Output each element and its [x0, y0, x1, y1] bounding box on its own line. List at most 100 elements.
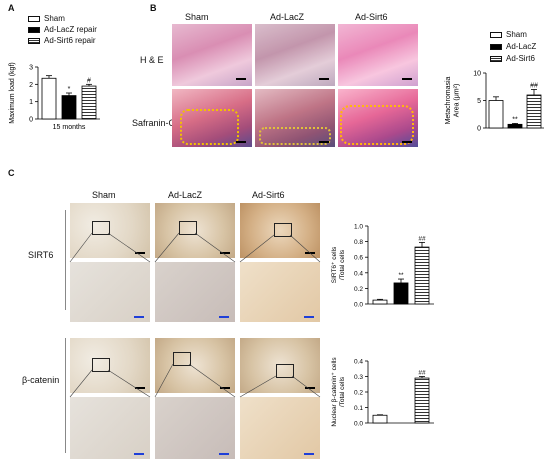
- chart-a: 0 1 2 3 Maximum load (kgf) * #15 months: [9, 62, 100, 131]
- y-axis-label: /Total cells: [339, 376, 346, 407]
- row-label-bcatenin: β-catenin: [22, 375, 60, 385]
- zoom-box: [92, 358, 110, 372]
- col-label-sirt6-c: Ad-Sirt6: [252, 190, 285, 200]
- row-label-he: H & E: [140, 55, 164, 65]
- scale-bar: [135, 387, 145, 389]
- scale-bar: [236, 78, 246, 80]
- y-tick-label: 0.2: [354, 390, 363, 397]
- y-tick-label: 0.8: [354, 239, 363, 246]
- legend-label: Sham: [506, 30, 527, 39]
- panel-letter-a: A: [8, 3, 15, 13]
- y-tick-label: 0.4: [354, 270, 363, 277]
- scale-bar: [319, 141, 329, 143]
- legend-swatch: [28, 15, 40, 22]
- scale-bar: [219, 453, 229, 455]
- zoom-box: [173, 352, 191, 366]
- legend-sham-a: Sham: [28, 14, 65, 23]
- col-label-lacz-b: Ad-LacZ: [270, 12, 305, 22]
- y-tick-label: 5: [477, 98, 481, 105]
- y-tick-label: 0.6: [354, 255, 363, 262]
- legend-sirt6-a: Ad-Sirt6 repair: [28, 36, 96, 45]
- scale-bar: [134, 453, 144, 455]
- significance-mark: ##: [418, 370, 426, 377]
- scale-bar: [319, 78, 329, 80]
- legend-label: Ad-LacZ repair: [44, 25, 97, 34]
- metachromasia-outline: [180, 109, 239, 145]
- scale-bar: [220, 252, 230, 254]
- micrograph-bcat-sirt6-high: [240, 397, 320, 459]
- chart-c-bcatenin: 0.0 0.1 0.2 0.3 0.4 Nuclear β-catenin⁺ cells /…: [331, 357, 434, 428]
- scale-bar: [304, 316, 314, 318]
- bar-ad-sirt6: [414, 377, 430, 424]
- y-tick-label: 10: [473, 71, 481, 78]
- legend-sham-b: Sham: [490, 30, 527, 39]
- micrograph-he-sham: [172, 24, 252, 86]
- micrograph-safranin-sirt6: [338, 89, 418, 147]
- micrograph-bcat-sirt6-low: [240, 338, 320, 393]
- zoom-box: [179, 221, 197, 235]
- y-tick-label: 1: [29, 99, 33, 106]
- col-label-sham-b: Sham: [185, 12, 209, 22]
- micrograph-safranin-lacz: [255, 89, 335, 147]
- bar-sham: [372, 299, 388, 305]
- significance-mark: **: [512, 116, 518, 123]
- y-tick-label: 0.3: [354, 374, 363, 381]
- zoom-box: [92, 221, 110, 235]
- legend-label: Ad-Sirt6 repair: [44, 36, 96, 45]
- y-tick-label: 0.0: [354, 421, 363, 428]
- legend-lacz-a: Ad-LacZ repair: [28, 25, 97, 34]
- bar-ad-lacz: [393, 282, 409, 305]
- micrograph-he-sirt6: [338, 24, 418, 86]
- scale-bar: [305, 387, 315, 389]
- metachromasia-outline: [340, 105, 414, 145]
- scale-bar: [304, 453, 314, 455]
- chart-b: 0 5 10 Metachromasia Area (μm²) ** ##: [445, 71, 544, 133]
- significance-mark: ##: [418, 235, 426, 242]
- y-axis-label: Metachromasia: [445, 76, 452, 124]
- row-label-sirt6: SIRT6: [28, 250, 54, 260]
- scale-bar: [134, 316, 144, 318]
- row-label-safranin: Safranin-O: [132, 118, 176, 128]
- scale-bar: [220, 387, 230, 389]
- micrograph-bcat-sham-high: [70, 397, 150, 459]
- micrograph-bcat-lacz-high: [155, 397, 235, 459]
- bar-sham: [372, 414, 388, 424]
- significance-mark: ##: [530, 83, 538, 90]
- y-axis-label: Maximum load (kgf): [9, 62, 16, 123]
- significance-mark: #: [87, 77, 91, 84]
- scale-bar: [219, 316, 229, 318]
- row-bracket: [65, 338, 66, 453]
- panel-letter-c: C: [8, 168, 15, 178]
- legend-label: Ad-LacZ: [506, 42, 537, 51]
- legend-swatch: [490, 31, 502, 38]
- y-tick-label: 2: [29, 82, 33, 89]
- bar-ad-sirt6: [414, 246, 430, 305]
- col-label-sham-c: Sham: [92, 190, 116, 200]
- x-axis-label: 15 months: [53, 124, 86, 131]
- zoom-box: [276, 364, 294, 378]
- y-axis-label: /Total cells: [339, 249, 346, 280]
- micrograph-he-lacz: [255, 24, 335, 86]
- micrograph-bcat-sham-low: [70, 338, 150, 393]
- zoom-box: [274, 223, 292, 237]
- micrograph-sirt6-lacz-high: [155, 262, 235, 322]
- scale-bar: [135, 252, 145, 254]
- micrograph-safranin-sham: [172, 89, 252, 147]
- legend-sirt6-b: Ad-Sirt6: [490, 54, 535, 63]
- significance-mark: *: [68, 86, 71, 93]
- scale-bar: [236, 141, 246, 143]
- micrograph-bcat-lacz-low: [155, 338, 235, 393]
- col-label-lacz-c: Ad-LacZ: [168, 190, 203, 200]
- legend-swatch: [28, 37, 40, 44]
- y-tick-label: 1.0: [354, 224, 363, 231]
- col-label-sirt6-b: Ad-Sirt6: [355, 12, 388, 22]
- y-tick-label: 0.0: [354, 302, 363, 309]
- legend-swatch: [28, 26, 40, 33]
- legend-swatch: [490, 55, 502, 62]
- micrograph-sirt6-sham-low: [70, 203, 150, 258]
- y-axis-label: SIRT6⁺ cells: [331, 246, 338, 283]
- legend-swatch: [490, 43, 502, 50]
- micrograph-sirt6-lacz-low: [155, 203, 235, 258]
- chart-c-sirt6: 0.0 0.2 0.4 0.6 0.8 1.0 SIRT6⁺ cells/Total cel…: [331, 224, 434, 309]
